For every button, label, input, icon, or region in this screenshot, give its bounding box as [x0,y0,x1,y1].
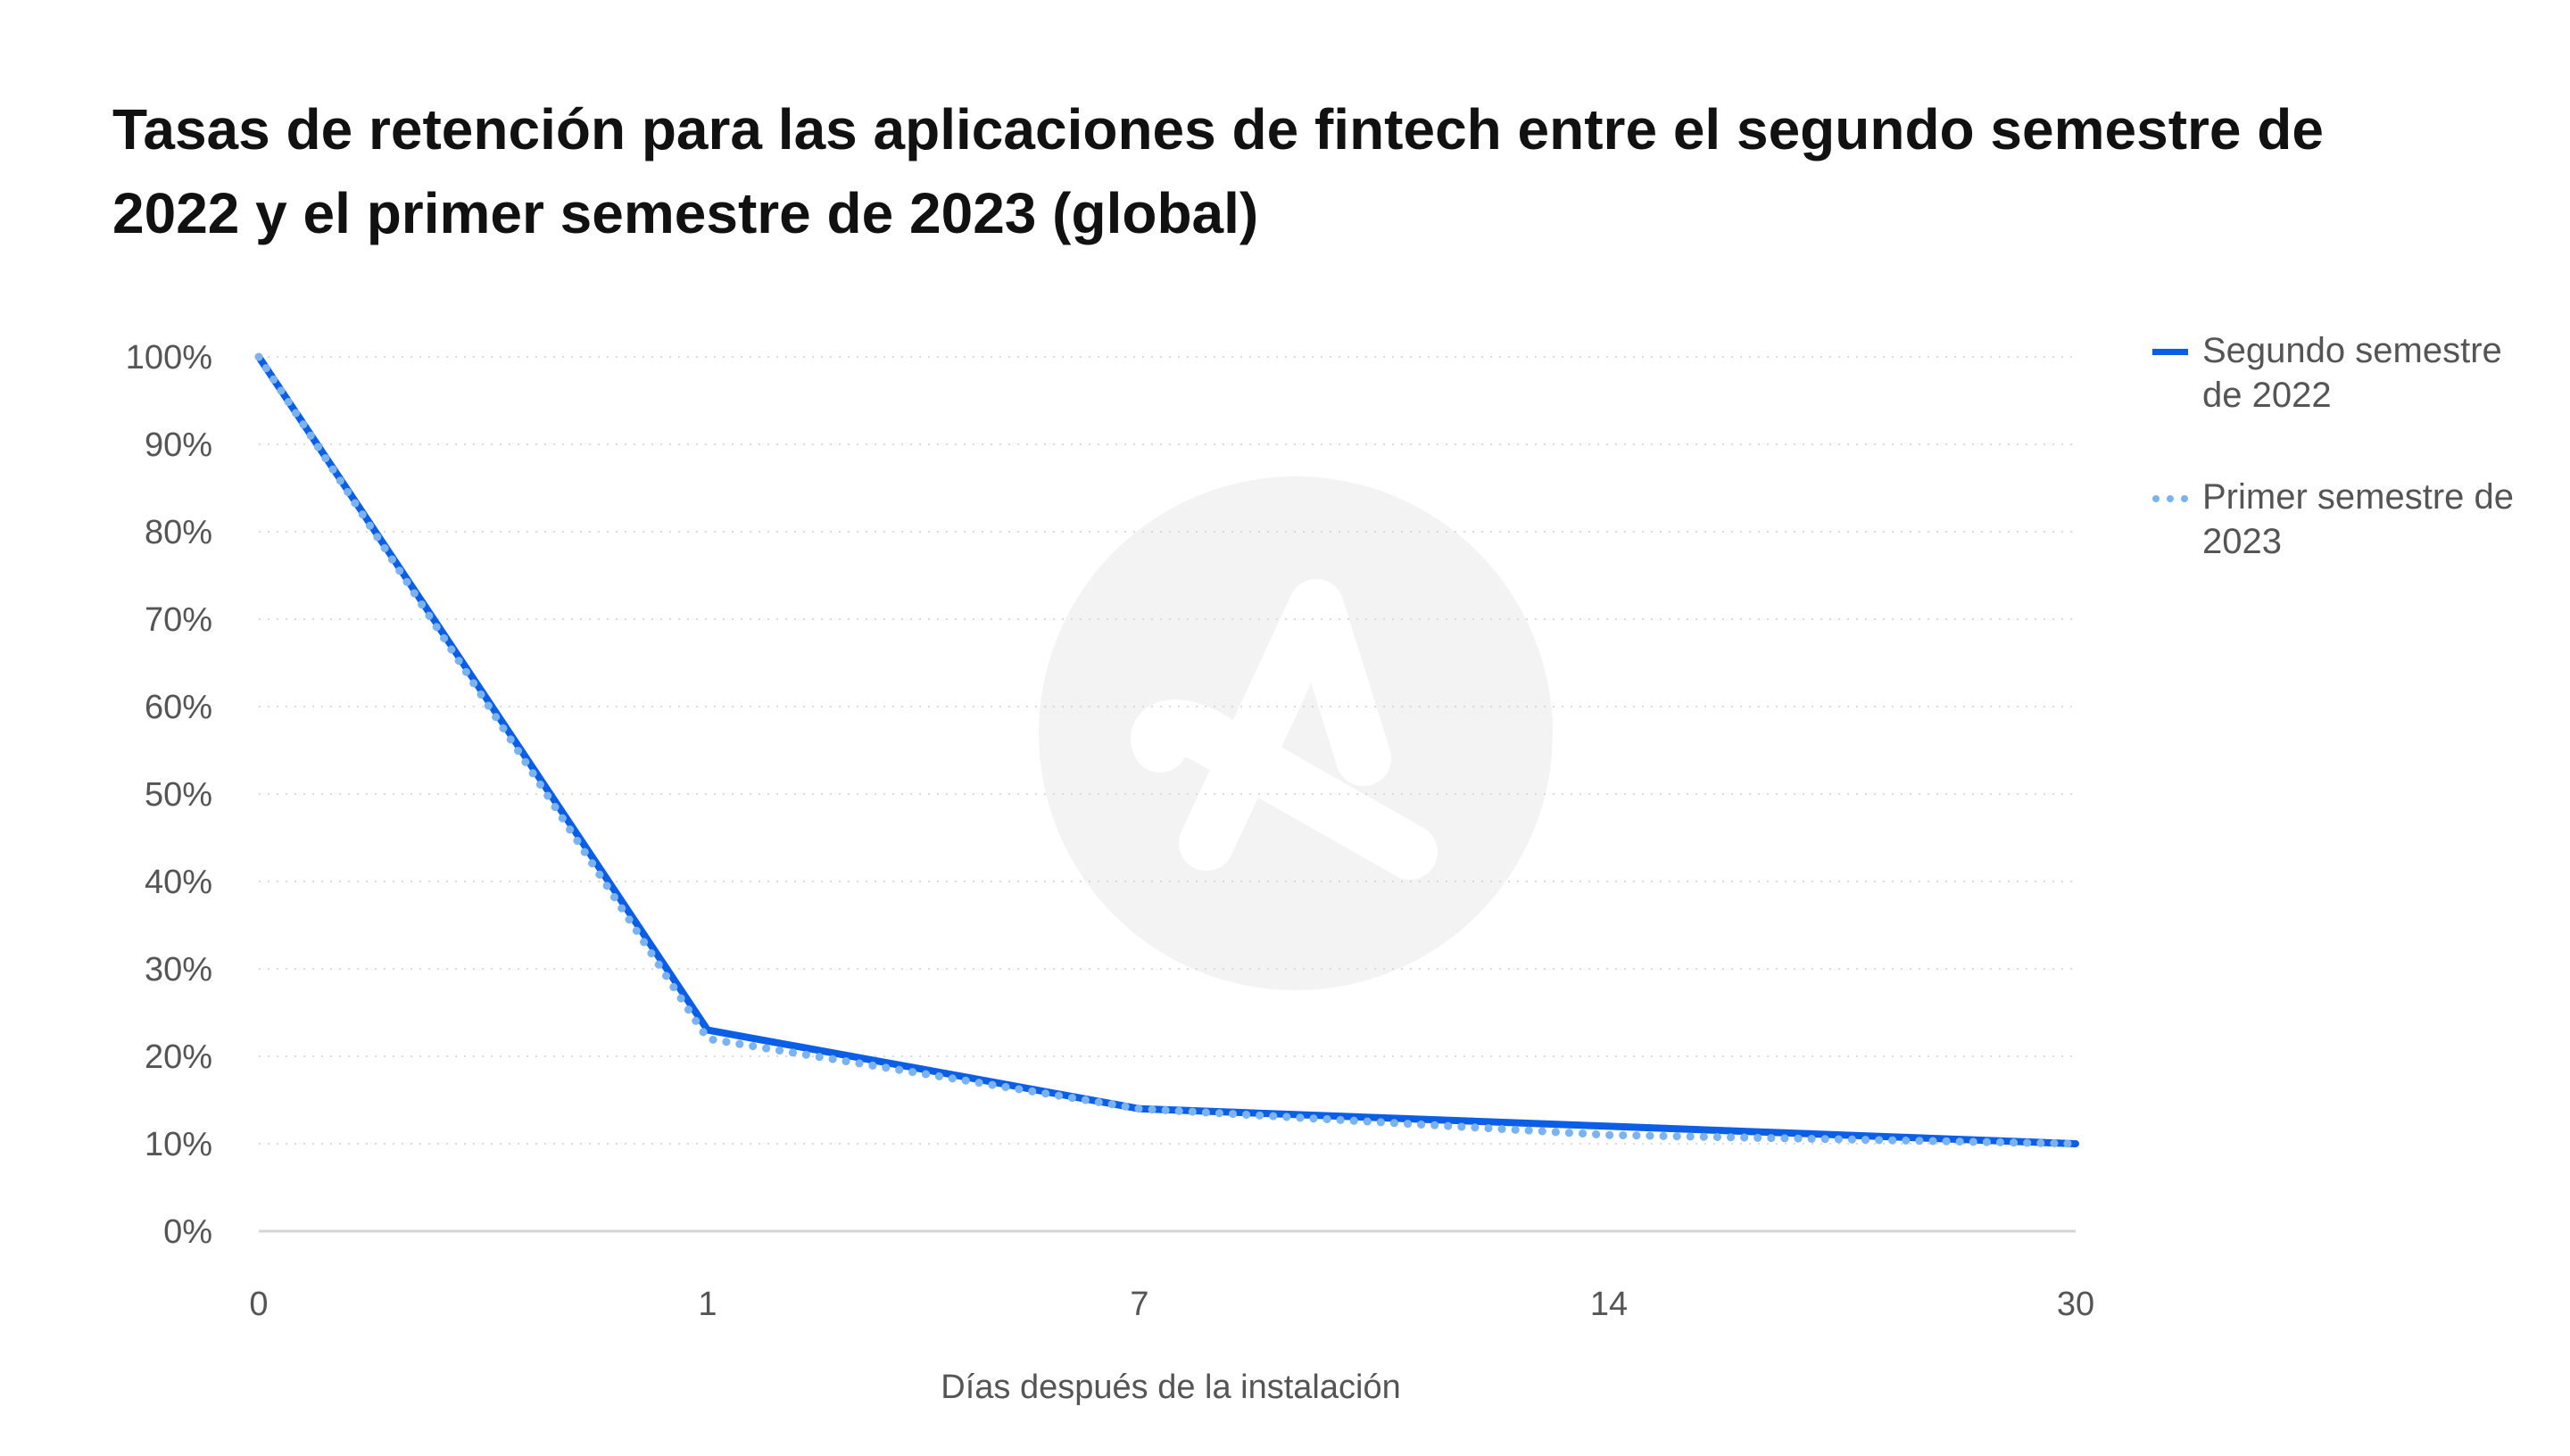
x-axis-title: Días después de la instalación [941,1369,1400,1406]
legend-item-segundo-semestre-2022: Segundo semestre de 2022 [2152,328,2545,418]
y-tick-label: 70% [145,601,212,639]
y-tick-label: 80% [145,514,212,551]
logo-watermark-icon [1039,476,1553,990]
x-tick-label: 7 [1130,1286,1148,1323]
chart-title: Tasas de retención para las aplicaciones… [112,97,2324,245]
legend-swatch-dotted-line [2152,495,2188,502]
y-tick-label: 90% [145,426,212,464]
x-tick-label: 1 [698,1286,717,1323]
series-line-2 [254,352,2080,1148]
x-axis-ticks: 0 1 7 14 30 [249,1286,2094,1323]
y-tick-label: 100% [126,339,212,376]
legend: Segundo semestre de 2022 Primer semestre… [2152,328,2545,621]
x-tick-label: 14 [1590,1286,1628,1323]
legend-label: Primer semestre de 2023 [2202,477,2514,561]
y-axis-ticks: 0% 10% 20% 30% 40% 50% 60% 70% 80% 90% 100% [126,339,212,1251]
y-tick-label: 40% [145,864,212,901]
x-tick-label: 0 [249,1286,268,1323]
x-tick-label: 30 [2057,1286,2094,1323]
y-tick-label: 10% [145,1126,212,1163]
legend-item-primer-semestre-2023: Primer semestre de 2023 [2152,475,2545,564]
legend-label: Segundo semestre de 2022 [2202,331,2502,415]
y-tick-label: 20% [145,1038,212,1076]
y-tick-label: 60% [145,689,212,726]
series-lines [254,352,2080,1148]
legend-swatch-solid-line [2152,349,2188,355]
y-tick-label: 30% [145,951,212,989]
y-tick-label: 0% [163,1213,212,1251]
y-tick-label: 50% [145,776,212,814]
